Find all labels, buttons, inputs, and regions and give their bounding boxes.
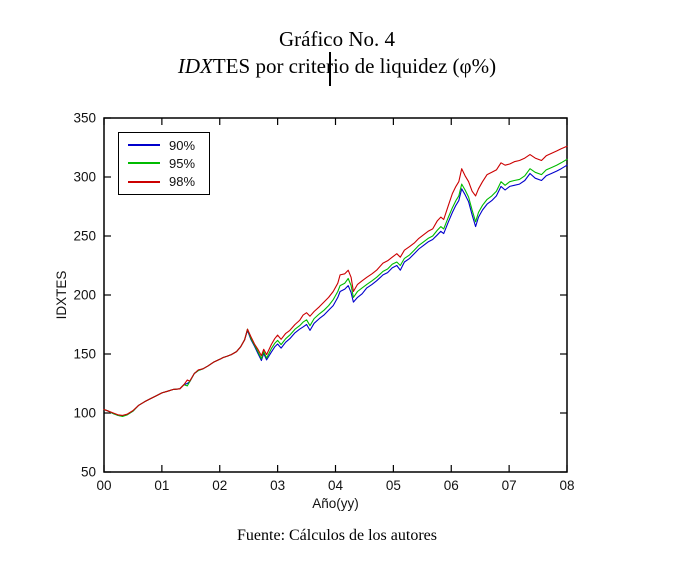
- x-tick-label: 05: [386, 478, 401, 493]
- legend-line-icon: [128, 162, 160, 165]
- y-tick-label: 200: [73, 288, 96, 303]
- chart-subtitle: IDXTES por criterio de liquidez (φ%): [0, 53, 674, 80]
- x-tick-label: 08: [559, 478, 574, 493]
- x-axis-label: Año(yy): [312, 496, 359, 511]
- y-tick-label: 350: [73, 111, 96, 126]
- y-tick-label: 250: [73, 229, 96, 244]
- legend-item-95: 95%: [119, 155, 209, 172]
- legend-item-90: 90%: [119, 137, 209, 154]
- legend-item-98: 98%: [119, 173, 209, 190]
- x-tick-label: 03: [270, 478, 285, 493]
- y-axis-label: IDXTES: [54, 271, 69, 320]
- chart-title-block: Gráfico No. 4 IDXTES por criterio de liq…: [0, 26, 674, 80]
- y-tick-label: 300: [73, 170, 96, 185]
- x-tick-label: 01: [154, 478, 169, 493]
- y-tick-label: 50: [81, 465, 96, 480]
- chart-subtitle-italic: IDX: [177, 54, 213, 78]
- legend-label: 90%: [169, 137, 196, 153]
- x-tick-label: 02: [212, 478, 227, 493]
- x-tick-label: 07: [502, 478, 517, 493]
- legend-label: 98%: [169, 174, 196, 190]
- x-tick-label: 06: [444, 478, 459, 493]
- series-line-90: [103, 164, 568, 417]
- text-cursor: [329, 52, 331, 86]
- y-tick-label: 150: [73, 347, 96, 362]
- legend-label: 95%: [169, 155, 196, 171]
- series-line-98: [103, 145, 568, 416]
- x-tick-label: 00: [96, 478, 111, 493]
- y-tick-label: 100: [73, 406, 96, 421]
- source-note: Fuente: Cálculos de los autores: [237, 527, 437, 544]
- legend-line-icon: [128, 180, 160, 183]
- x-tick-label: 04: [328, 478, 344, 493]
- legend-line-icon: [128, 144, 160, 147]
- chart-subtitle-rest: TES por criterio de liquidez (φ%): [212, 54, 497, 78]
- legend: 90% 95% 98%: [118, 132, 210, 195]
- chart-title: Gráfico No. 4: [278, 27, 396, 51]
